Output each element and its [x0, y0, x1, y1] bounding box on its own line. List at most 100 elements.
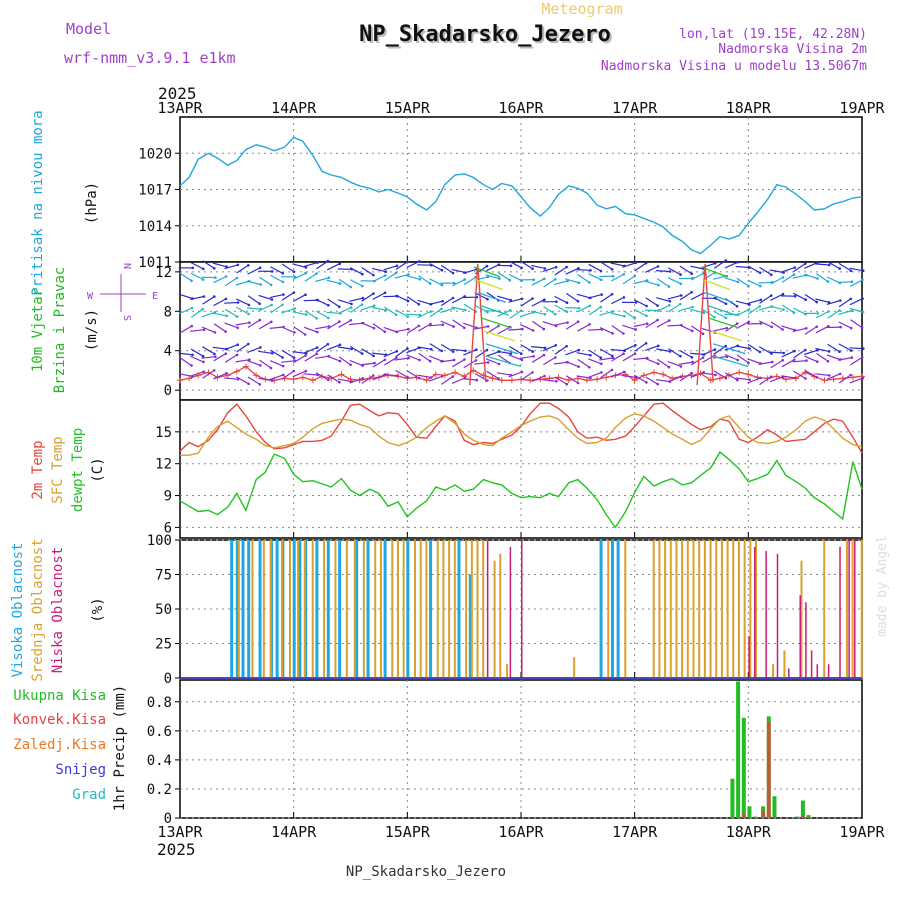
- wind-arrow: [235, 298, 250, 306]
- wind-arrow: [485, 274, 500, 280]
- wind-arrow-head: [201, 354, 205, 358]
- wind-arrow-head: [259, 364, 262, 367]
- bottom-date-label: 15APR: [385, 823, 431, 841]
- wind-arrow: [440, 320, 454, 328]
- wind-arrow: [337, 346, 352, 350]
- wind-arrow: [326, 263, 340, 271]
- wind-arrow-head: [679, 354, 682, 358]
- top-date-label: 15APR: [385, 99, 431, 117]
- wind-arrow: [735, 345, 750, 350]
- cloud-bar-0: [610, 540, 614, 678]
- wind-arrow-head: [247, 382, 250, 386]
- wind-arrow-head: [224, 297, 228, 301]
- wind-speed-marker: [423, 377, 430, 384]
- wind-arrow: [747, 305, 761, 315]
- cloud-bar-0: [355, 540, 359, 678]
- wind-arrow: [600, 369, 613, 379]
- wind-arrow: [656, 297, 671, 302]
- wind-arrow: [850, 356, 863, 366]
- wind-arrow: [725, 323, 738, 332]
- wind-arrow-head: [860, 356, 864, 359]
- wind-arrow: [520, 344, 534, 353]
- wind-arrow-head: [338, 359, 342, 363]
- wind-arrow-head: [383, 330, 387, 334]
- wind-arrow-head: [235, 353, 239, 357]
- wind-arrow-head: [384, 308, 388, 312]
- wind-arrow-head: [724, 344, 727, 348]
- wind-arrow: [849, 307, 864, 313]
- wind-arrow-head: [838, 350, 841, 354]
- wind-arrow: [769, 351, 784, 354]
- wind-arrow-head: [736, 260, 739, 264]
- cloud-bar-1: [374, 540, 377, 678]
- wind-arrow-head: [463, 358, 466, 361]
- footer-station-name: NP_Skadarsko_Jezero: [346, 864, 506, 880]
- wind-arrow-head: [793, 266, 796, 269]
- wind-arrow: [770, 293, 784, 301]
- wind-arrow: [520, 260, 533, 270]
- wind-arrow: [350, 304, 363, 313]
- wind-arrow-head: [292, 270, 296, 274]
- wind-arrow-head: [428, 282, 432, 285]
- wind-arrow-head: [281, 373, 285, 377]
- wind-arrow: [678, 277, 693, 280]
- wind-arrow-head: [815, 300, 818, 304]
- wind-arrow-head: [849, 297, 853, 301]
- wind-arrow: [418, 323, 431, 332]
- wind-arrow: [372, 274, 386, 283]
- wind-arrow: [531, 346, 546, 349]
- cloud-bar-0: [230, 540, 234, 678]
- wind-arrow: [179, 357, 192, 366]
- wind-arrow: [247, 360, 261, 366]
- wind-arrow: [258, 304, 272, 312]
- cloud-bar-1: [493, 560, 496, 678]
- wind-arrow-head: [383, 274, 387, 277]
- wind-arrow-head: [691, 305, 694, 309]
- wind-arrow-head: [407, 273, 410, 276]
- wind-unit: (m/s): [84, 309, 100, 351]
- wind-arrow: [303, 299, 318, 302]
- wind-arrow-head: [667, 319, 671, 322]
- wind-arrow: [258, 294, 273, 301]
- precip-bar-1: [761, 810, 766, 818]
- wind-arrow-head: [781, 292, 785, 296]
- gust-arrow: [700, 266, 728, 278]
- wind-arrow: [417, 374, 432, 379]
- cloud-bar-2: [805, 602, 807, 678]
- cloud-bar-1: [755, 540, 758, 678]
- wind-speed-marker: [432, 371, 439, 378]
- wind-arrow: [236, 343, 249, 353]
- wind-arrow-head: [373, 361, 376, 365]
- panel-frame: [179, 399, 863, 539]
- wind-arrow: [804, 326, 818, 335]
- cloud-bar-1: [237, 540, 240, 678]
- wind-speed-marker: [782, 376, 789, 383]
- wind-arrow: [179, 307, 193, 315]
- wind-arrow: [633, 299, 647, 307]
- cloud-bar-1: [783, 650, 786, 678]
- wind-arrow: [633, 374, 647, 383]
- wind-arrow: [645, 297, 658, 307]
- top-date-axis: 13APR 14APR 15APR 16APR 17APR 18APR 19APR: [157, 99, 885, 117]
- wind-arrow-head: [315, 317, 318, 320]
- wind-arrow: [496, 264, 511, 267]
- wind-arrow: [417, 310, 431, 318]
- wind-arrow: [236, 376, 249, 385]
- wind-arrow-head: [667, 365, 671, 369]
- station-title-shadow: NP_Skadarsko_Jezero: [361, 24, 613, 49]
- wind-arrow-head: [270, 352, 274, 355]
- wind-arrow-head: [326, 316, 330, 320]
- wind-arrow: [270, 274, 284, 283]
- precip-bar-0: [741, 717, 746, 818]
- wind-arrow-head: [782, 308, 785, 311]
- wind-arrow-head: [588, 366, 591, 369]
- precip-bar-0: [747, 806, 752, 818]
- wind-arrow: [269, 374, 284, 381]
- wind-arrow: [600, 293, 613, 303]
- cloud-bar-1: [726, 540, 729, 678]
- wind-arrow-head: [816, 360, 819, 364]
- wind-arrow: [509, 345, 522, 355]
- wind-arrow-head: [599, 305, 602, 309]
- wind-arrow-head: [270, 270, 274, 273]
- wind-arrow: [213, 298, 227, 307]
